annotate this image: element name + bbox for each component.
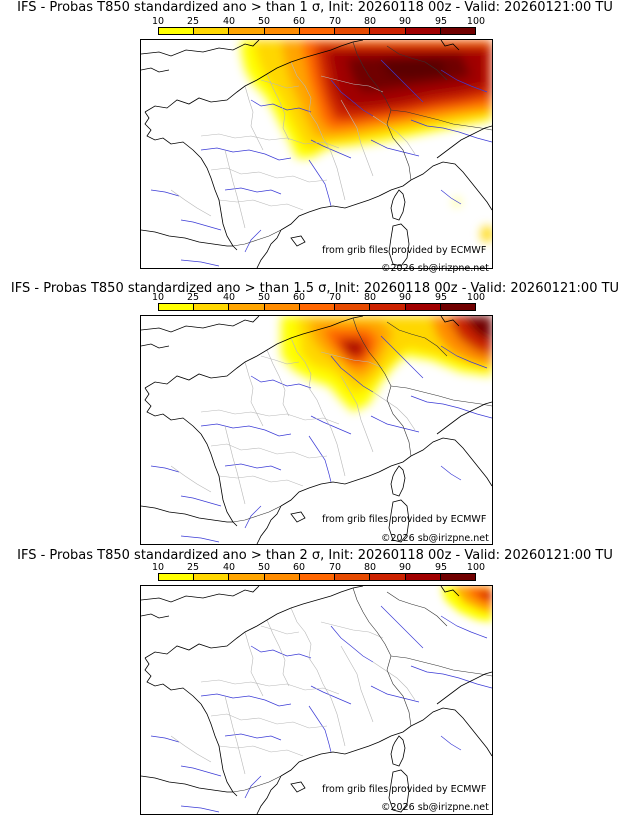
- colorbar-swatch: [440, 574, 475, 580]
- colorbar-tick-label: 50: [257, 16, 271, 27]
- colorbar-swatch: [264, 574, 300, 580]
- colorbar-tick-label: 100: [466, 562, 486, 573]
- colorbar-tick-label: 90: [398, 16, 412, 27]
- colorbar-swatch: [440, 304, 475, 310]
- colorbar-swatch: [159, 28, 195, 34]
- data-credit: from grib files provided by ECMWF: [322, 514, 487, 525]
- colorbar-tick-label: 50: [257, 292, 271, 303]
- data-credit: from grib files provided by ECMWF: [322, 784, 487, 795]
- map-panel-1: IFS - Probas T850 standardized ano > tha…: [0, 0, 630, 276]
- colorbar-tick-label: 10: [151, 562, 165, 573]
- colorbar-tick-label: 70: [328, 292, 342, 303]
- probability-field: [441, 586, 492, 622]
- colorbar-tick-label: 60: [292, 16, 306, 27]
- probability-field: [241, 40, 492, 242]
- map-panel-3: IFS - Probas T850 standardized ano > tha…: [0, 546, 630, 822]
- colorbar-swatch: [194, 304, 230, 310]
- colorbar-tick-label: 60: [292, 292, 306, 303]
- colorbar-tick-label: 70: [328, 562, 342, 573]
- colorbar-tick-label: 95: [434, 562, 448, 573]
- colorbar-tick-label: 40: [222, 562, 236, 573]
- colorbar-tick-label: 40: [222, 292, 236, 303]
- colorbar-tick-label: 80: [363, 16, 377, 27]
- colorbar-tick-label: 50: [257, 562, 271, 573]
- colorbar-swatch: [229, 304, 265, 310]
- colorbar: [158, 303, 476, 311]
- colorbar-tick-label: 10: [151, 16, 165, 27]
- colorbar-swatch: [194, 28, 230, 34]
- colorbar-tick-label: 100: [466, 16, 486, 27]
- colorbar-tick-label: 25: [186, 562, 200, 573]
- panel-title: IFS - Probas T850 standardized ano > tha…: [10, 281, 620, 296]
- colorbar-tick-label: 70: [328, 16, 342, 27]
- colorbar-labels: 10 25 40 50 60 70 80 90 95 100: [140, 292, 485, 303]
- colorbar-swatch: [440, 28, 475, 34]
- colorbar-swatch: [159, 304, 195, 310]
- colorbar-tick-label: 90: [398, 562, 412, 573]
- colorbar-tick-label: 40: [222, 16, 236, 27]
- colorbar-swatch: [299, 304, 336, 310]
- colorbar-tick-label: 95: [434, 292, 448, 303]
- colorbar-swatch: [335, 574, 371, 580]
- probability-map: [140, 315, 493, 545]
- colorbar-swatch: [405, 574, 441, 580]
- colorbar-swatch: [405, 28, 441, 34]
- colorbar-swatch: [370, 28, 406, 34]
- colorbar-labels: 10 25 40 50 60 70 80 90 95 100: [140, 562, 485, 573]
- colorbar-swatch: [370, 304, 406, 310]
- colorbar: [158, 27, 476, 35]
- panel-title: IFS - Probas T850 standardized ano > tha…: [17, 548, 613, 563]
- data-credit: from grib files provided by ECMWF: [322, 245, 487, 256]
- colorbar-swatch: [335, 304, 371, 310]
- colorbar-swatch: [229, 574, 265, 580]
- colorbar-swatch: [229, 28, 265, 34]
- colorbar-tick-label: 90: [398, 292, 412, 303]
- colorbar-swatch: [194, 574, 230, 580]
- probability-map: [140, 585, 493, 815]
- colorbar-tick-label: 80: [363, 562, 377, 573]
- colorbar-swatch: [335, 28, 371, 34]
- colorbar-tick-label: 25: [186, 16, 200, 27]
- map-panel-2: IFS - Probas T850 standardized ano > tha…: [0, 276, 630, 552]
- colorbar-swatch: [405, 304, 441, 310]
- probability-map: [140, 39, 493, 269]
- colorbar-swatch: [299, 28, 336, 34]
- copyright-text: ©2026 sb@irizpne.net: [381, 533, 489, 544]
- colorbar-swatch: [299, 574, 336, 580]
- colorbar-swatch: [159, 574, 195, 580]
- colorbar: [158, 573, 476, 581]
- colorbar-tick-label: 10: [151, 292, 165, 303]
- copyright-text: ©2026 sb@irizpne.net: [381, 263, 489, 274]
- colorbar-tick-label: 25: [186, 292, 200, 303]
- colorbar-tick-label: 100: [466, 292, 486, 303]
- panel-title: IFS - Probas T850 standardized ano > tha…: [17, 0, 613, 15]
- copyright-text: ©2026 sb@irizpne.net: [381, 802, 489, 813]
- colorbar-tick-label: 80: [363, 292, 377, 303]
- colorbar-swatch: [264, 28, 300, 34]
- colorbar-swatch: [264, 304, 300, 310]
- colorbar-labels: 10 25 40 50 60 70 80 90 95 100: [140, 16, 485, 27]
- probability-field: [281, 316, 492, 412]
- colorbar-tick-label: 60: [292, 562, 306, 573]
- colorbar-swatch: [370, 574, 406, 580]
- colorbar-tick-label: 95: [434, 16, 448, 27]
